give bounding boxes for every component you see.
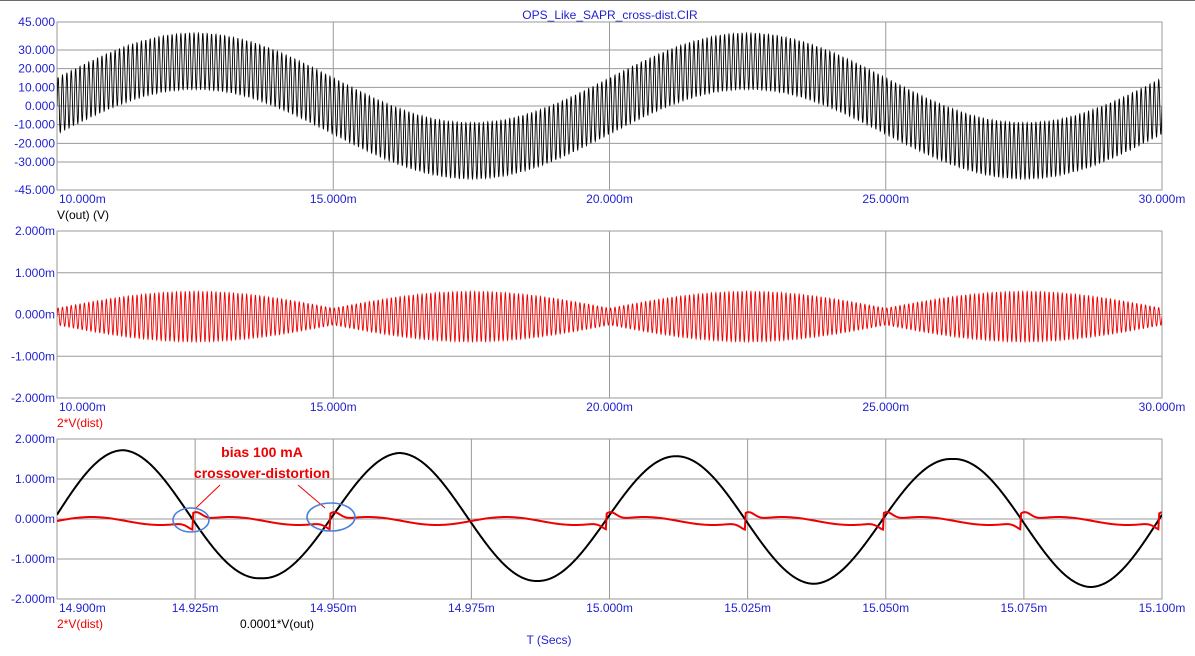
series-group [57, 31, 1162, 181]
x-tick-label: 15.000m [310, 192, 357, 206]
y-tick-label: 45.000 [18, 15, 55, 29]
x-tick-label: 10.000m [59, 192, 106, 206]
y-tick-label: -20.000 [14, 136, 55, 150]
series-label: 2*V(dist) [57, 416, 103, 430]
window-top-border [0, 0, 1195, 1]
series-label: V(out) (V) [57, 208, 109, 222]
y-tick-label: -2.000m [11, 391, 55, 405]
x-tick-label: 15.100m [1139, 601, 1186, 615]
y-tick-label: 30.000 [18, 43, 55, 57]
series-group [57, 449, 1162, 589]
y-tick-label: 20.000 [18, 62, 55, 76]
annotation-arrow [195, 484, 221, 509]
x-tick-label: 30.000m [1139, 400, 1186, 414]
y-tick-label: -1.000m [11, 552, 55, 566]
x-tick-label: 15.075m [1001, 601, 1048, 615]
series-group [57, 289, 1162, 344]
highlight-ellipse [172, 507, 210, 533]
x-tick-label: 14.900m [59, 601, 106, 615]
highlight-ellipse [306, 502, 356, 532]
chart-title: OPS_Like_SAPR_cross-dist.CIR [522, 8, 698, 22]
annotation-line2: crossover-distortion [194, 465, 330, 481]
series-label: 0.0001*V(out) [240, 617, 314, 631]
panel-3 [56, 438, 1163, 600]
series-label: 2*V(dist) [57, 617, 103, 631]
x-tick-label: 25.000m [862, 192, 909, 206]
y-tick-label: 1.000m [15, 472, 55, 486]
x-tick-label: 14.925m [172, 601, 219, 615]
y-tick-label: 2.000m [15, 432, 55, 446]
x-tick-label: 25.000m [862, 400, 909, 414]
x-tick-label: 20.000m [586, 400, 633, 414]
y-tick-label: 0.000m [15, 512, 55, 526]
x-axis-label: T (Secs) [526, 633, 571, 647]
series-vout-scaled [57, 449, 1162, 589]
y-tick-label: 10.000 [18, 80, 55, 94]
x-tick-label: 14.950m [310, 601, 357, 615]
y-tick-label: -10.000 [14, 118, 55, 132]
x-tick-label: 20.000m [586, 192, 633, 206]
series-dist-zoom [57, 511, 1162, 532]
x-tick-label: 15.025m [724, 601, 771, 615]
y-tick-label: -2.000m [11, 592, 55, 606]
x-tick-label: 30.000m [1139, 192, 1186, 206]
y-tick-label: 2.000m [15, 224, 55, 238]
series-vout [57, 31, 1162, 181]
x-tick-label: 15.000m [310, 400, 357, 414]
panel-2 [56, 230, 1163, 399]
x-tick-label: 14.975m [448, 601, 495, 615]
y-tick-label: -45.000 [14, 183, 55, 197]
y-tick-label: 0.000 [25, 99, 55, 113]
x-tick-label: 10.000m [59, 400, 106, 414]
y-tick-label: 0.000m [15, 308, 55, 322]
y-tick-label: 1.000m [15, 266, 55, 280]
annotation-line1: bias 100 mA [221, 444, 303, 460]
x-tick-label: 15.050m [862, 601, 909, 615]
y-tick-label: -30.000 [14, 155, 55, 169]
panel-1 [56, 21, 1163, 191]
x-tick-label: 15.000m [586, 601, 633, 615]
series-dist [57, 289, 1162, 344]
y-tick-label: -1.000m [11, 349, 55, 363]
